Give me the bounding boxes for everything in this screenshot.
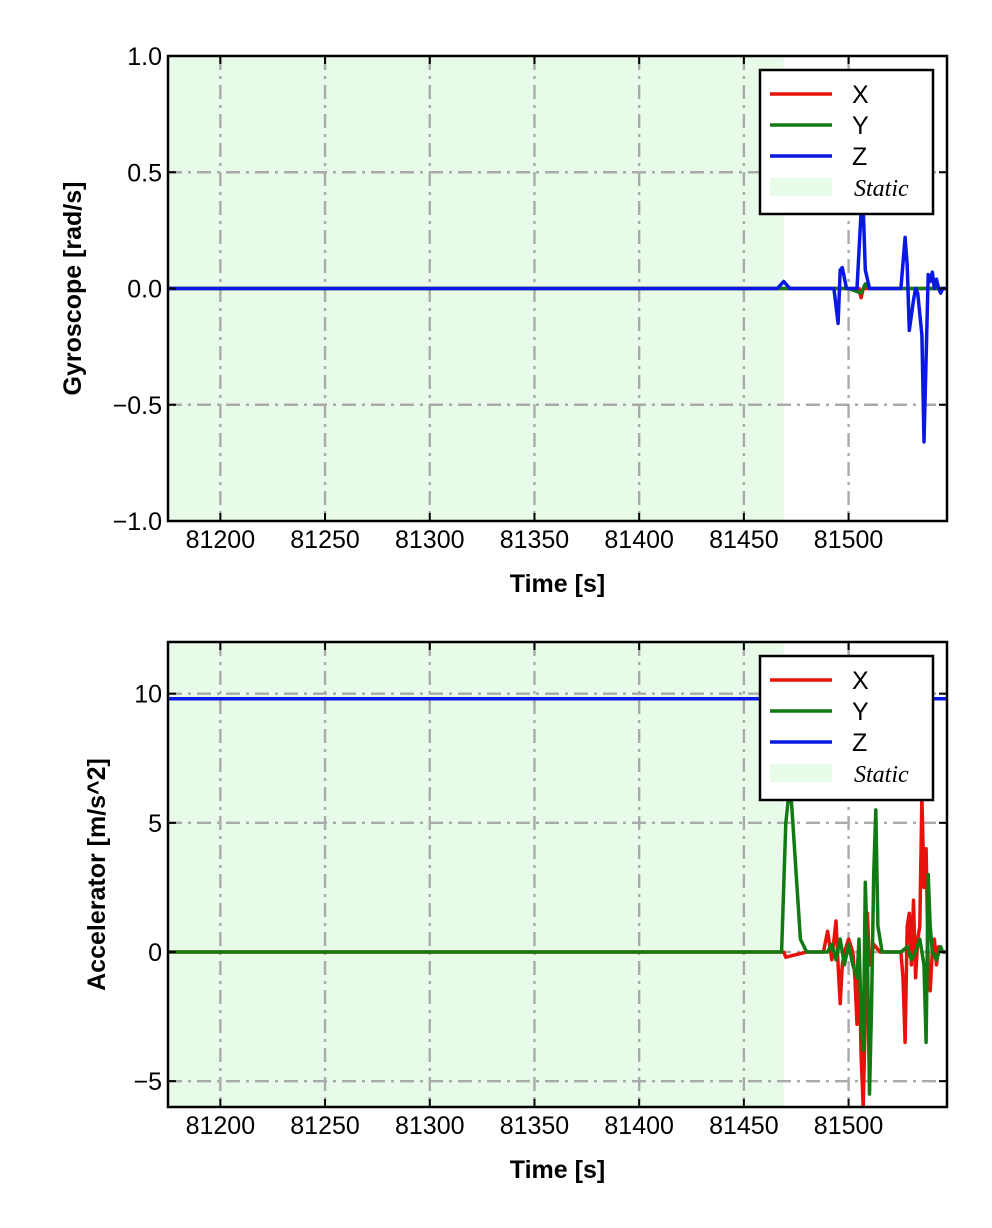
x-tick-label: 81450: [709, 1112, 779, 1140]
y-tick-label: −5: [133, 1068, 162, 1096]
x-tick-label: 81450: [709, 526, 779, 554]
legend-label-static: Static: [854, 176, 909, 202]
x-tick-label: 81400: [604, 526, 674, 554]
x-tick-label: 81200: [186, 526, 256, 554]
legend-label-y: Y: [852, 112, 869, 140]
x-tick-label: 81250: [290, 526, 360, 554]
x-axis-title: Time [s]: [510, 570, 605, 598]
legend-label-y: Y: [852, 698, 869, 726]
chart-panel-2: 81200 81250 81300 81350 81400 81450 81500 −5 0 5 1…: [83, 640, 949, 1184]
static-region: [168, 642, 784, 1107]
x-axis-title: Time [s]: [510, 1156, 605, 1184]
y-tick-label: 0: [148, 939, 162, 967]
legend-label-z: Z: [852, 729, 867, 757]
x-tick-label: 81400: [604, 1112, 674, 1140]
x-tick-label: 81300: [395, 1112, 465, 1140]
legend-label-static: Static: [854, 762, 909, 788]
chart-panel-1: 81200 81250 81300 81350 81400 81450 81500 −1.0 −…: [59, 43, 949, 598]
legend: XYZ Static: [758, 654, 935, 802]
plot-frame: [166, 640, 949, 1109]
y-tick-label: −1.0: [113, 508, 162, 536]
y-tick-label: 5: [148, 810, 162, 838]
x-tick-label: 81350: [500, 526, 570, 554]
x-tick-label: 81200: [186, 1112, 256, 1140]
y-tick-label: 0.5: [127, 159, 162, 187]
legend-label-x: X: [852, 667, 869, 695]
y-tick-label: 0.0: [127, 276, 162, 304]
x-tick-label: 81300: [395, 526, 465, 554]
legend-swatch-static: [770, 764, 832, 782]
y-axis-title: Accelerator [m/s^2]: [83, 758, 111, 991]
x-tick-label: 81500: [814, 1112, 884, 1140]
legend: XYZ Static: [758, 68, 935, 216]
x-tick-label: 81250: [290, 1112, 360, 1140]
legend-label-z: Z: [852, 143, 867, 171]
legend-label-x: X: [852, 81, 869, 109]
series-line-y: [168, 782, 947, 1096]
legend-swatch-static: [770, 178, 832, 196]
x-tick-label: 81350: [500, 1112, 570, 1140]
y-tick-label: 10: [134, 681, 162, 709]
y-axis-title: Gyroscope [rad/s]: [59, 182, 87, 396]
y-tick-label: 1.0: [127, 43, 162, 71]
x-tick-label: 81500: [814, 526, 884, 554]
series-line-z: [168, 205, 947, 444]
y-tick-label: −0.5: [113, 392, 162, 420]
